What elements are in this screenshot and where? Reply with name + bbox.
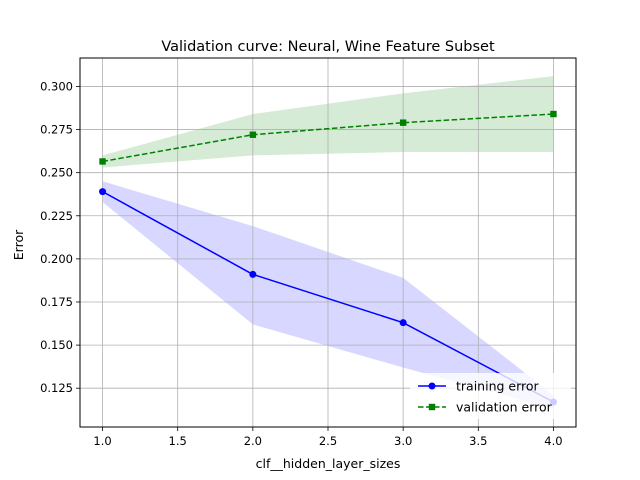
legend-label-0: training error [456, 379, 540, 394]
series-1-point [399, 119, 407, 126]
x-tick-label: 3.5 [469, 434, 487, 448]
series-1-point [550, 110, 557, 118]
y-axis-label: Error [11, 229, 26, 260]
y-tick-label: 0.300 [40, 79, 73, 93]
series-0-line [102, 190, 554, 403]
legend-marker-0 [428, 382, 436, 390]
series-0-point [249, 270, 257, 278]
series-0-point [99, 188, 107, 196]
series-0-point [399, 319, 407, 327]
chart-title: Validation curve: Neural, Wine Feature S… [161, 39, 495, 55]
legend-label-1: validation error [456, 400, 553, 415]
series-1-point [99, 158, 106, 165]
x-tick-label: 1.0 [93, 434, 111, 448]
y-tick-label: 0.200 [40, 252, 73, 266]
y-tick-label: 0.275 [40, 123, 73, 137]
x-tick-label: 2.0 [244, 434, 262, 448]
x-tick-label: 3.0 [394, 434, 412, 448]
series-1-line [102, 113, 554, 163]
x-axis-label: clf__hidden_layer_sizes [256, 456, 401, 471]
legend-box [410, 373, 571, 419]
series-1-point [249, 131, 257, 138]
x-tick-label: 4.0 [544, 434, 562, 448]
y-tick-label: 0.125 [40, 381, 73, 395]
x-tick-label: 1.5 [169, 434, 187, 448]
legend: training error validation error [410, 373, 571, 419]
y-tick-label: 0.225 [40, 209, 73, 223]
y-tick-label: 0.150 [40, 338, 73, 352]
plot-area: 1.0 1.5 2.0 2.5 3.0 3.5 4.0 0.125 0.150 0.175 0.20… [40, 57, 577, 448]
legend-marker-1 [428, 403, 436, 411]
y-tick-label: 0.175 [40, 295, 73, 309]
y-tick-label: 0.250 [40, 166, 73, 180]
x-tick-label: 2.5 [319, 434, 337, 448]
